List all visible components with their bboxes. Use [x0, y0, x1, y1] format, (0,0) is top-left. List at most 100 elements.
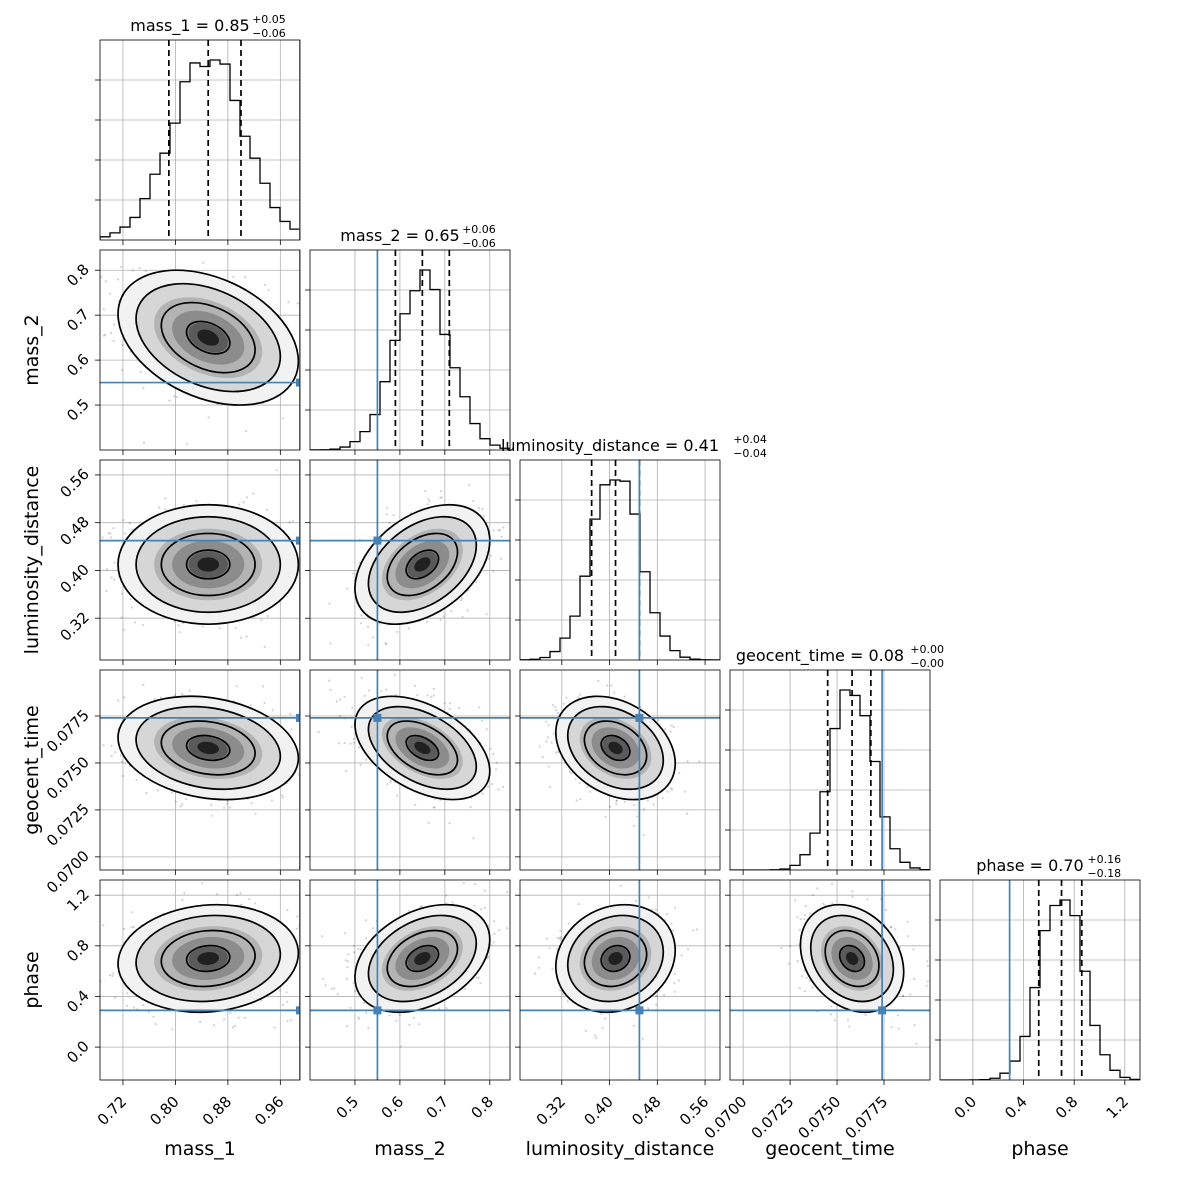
sample-point [666, 790, 669, 793]
sample-point [181, 803, 184, 806]
sample-point [104, 280, 107, 283]
panel-content [100, 670, 307, 870]
sample-point [672, 725, 675, 729]
sample-point [359, 948, 362, 951]
sample-point [131, 528, 134, 531]
sample-point [489, 554, 492, 557]
panel-frame [99, 879, 301, 1081]
contour-line [135, 914, 282, 1003]
sample-point [168, 399, 171, 402]
sample-point [130, 606, 133, 609]
title-plus-mass_2: +0.06 [462, 223, 496, 236]
sample-point [515, 755, 517, 757]
sample-point [565, 696, 568, 699]
density-fill [197, 741, 220, 755]
sample-point [467, 484, 471, 487]
sample-point [102, 308, 105, 311]
panel-geocent_time-vs-mass_2 [305, 669, 511, 875]
sample-point [112, 972, 115, 975]
sample-point [384, 642, 387, 645]
contour-line [117, 503, 300, 626]
sample-point [238, 503, 241, 506]
sample-point [86, 957, 88, 959]
sample-point [652, 803, 655, 806]
sample-point [153, 698, 156, 701]
sample-point [144, 269, 147, 272]
sample-point [635, 815, 639, 818]
sample-point [286, 1019, 289, 1023]
sample-point [131, 911, 134, 914]
sample-point [305, 745, 307, 747]
sample-point [128, 521, 132, 525]
panel-luminosity_distance-vs-mass_1: 0.320.400.480.56 [56, 459, 305, 665]
sample-point [210, 814, 213, 817]
panel-content [730, 670, 930, 870]
sample-point [110, 536, 113, 539]
sample-point [199, 1020, 202, 1024]
sample-point [174, 800, 177, 803]
sample-point [135, 778, 138, 781]
sample-point [105, 568, 109, 571]
sample-point [111, 974, 114, 978]
sample-point [147, 1010, 150, 1014]
sample-point [439, 618, 442, 622]
sample-point [280, 794, 284, 797]
sample-point [408, 1023, 411, 1026]
sample-point [260, 619, 263, 622]
sample-point [77, 557, 79, 559]
sample-point [416, 694, 419, 697]
sample-point [338, 714, 342, 718]
truth-marker [296, 536, 300, 545]
sample-point [613, 691, 616, 694]
sample-point [302, 760, 304, 762]
sample-point [93, 571, 95, 573]
sample-point [483, 515, 486, 518]
sample-point [664, 728, 667, 731]
contour-line [160, 720, 256, 776]
sample-point [472, 837, 475, 840]
y-tick-label-luminosity_distance: 0.40 [56, 561, 92, 597]
sample-point [623, 695, 626, 698]
sample-point [339, 698, 342, 701]
sample-point [130, 926, 133, 929]
sample-point [345, 769, 348, 773]
sample-point [102, 744, 105, 747]
panel-frame [99, 39, 301, 241]
sample-point [177, 624, 180, 627]
sample-point [248, 898, 251, 901]
contour-line [405, 734, 440, 762]
sample-point [686, 760, 689, 763]
sample-point [245, 635, 248, 638]
contour-line [405, 549, 440, 580]
title-mass_1: mass_1 = 0.85 [130, 16, 249, 36]
sample-point [472, 499, 475, 502]
panel-geocent_time-vs-luminosity_distance [515, 669, 721, 875]
sample-point [378, 622, 381, 625]
sample-point [303, 568, 305, 570]
sample-point [427, 821, 430, 825]
sample-point [393, 673, 396, 676]
sample-point [448, 822, 451, 825]
sample-point [475, 581, 478, 584]
sample-point [286, 1000, 289, 1003]
sample-point [122, 628, 125, 631]
sample-point [175, 395, 179, 398]
sample-point [329, 642, 332, 645]
sample-point [120, 616, 123, 619]
y-tick-label-phase: 0.8 [63, 936, 93, 966]
sample-point [510, 534, 512, 536]
sample-point [426, 694, 429, 697]
sample-point [338, 742, 341, 745]
sample-point [357, 746, 360, 749]
sample-point [271, 709, 274, 712]
sample-point [186, 443, 189, 446]
sample-point [448, 702, 451, 705]
contour-line [185, 320, 231, 355]
panel-frame [99, 669, 301, 871]
sample-point [239, 636, 242, 639]
sample-point [574, 777, 577, 781]
density-fill [197, 952, 220, 965]
sample-point [307, 939, 309, 941]
sample-point [142, 1003, 145, 1007]
sample-point [105, 590, 108, 593]
